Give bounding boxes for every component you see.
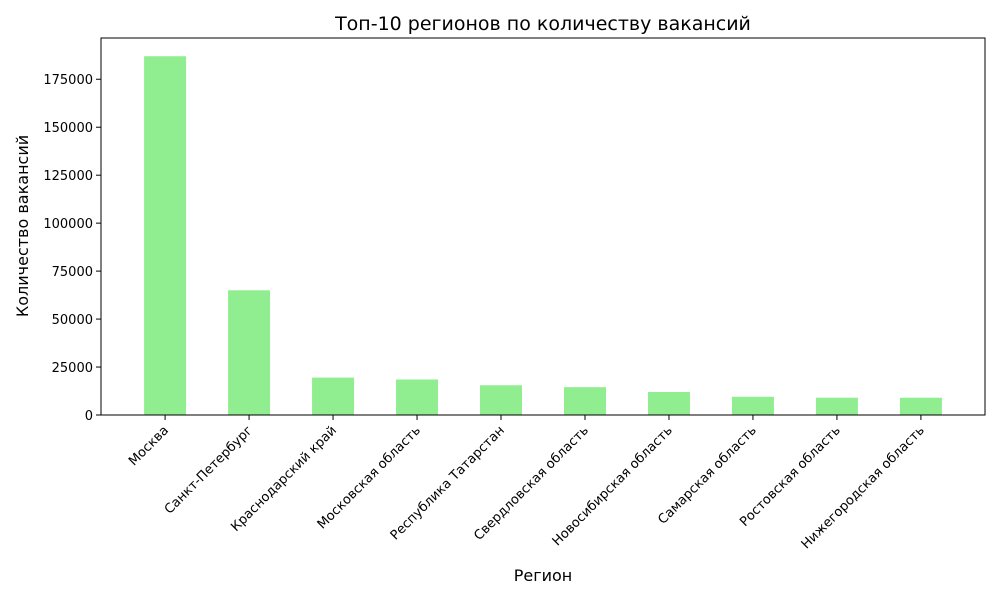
y-tick-label: 150000 xyxy=(43,121,93,136)
y-tick-label: 175000 xyxy=(43,73,93,88)
chart-title: Топ-10 регионов по количеству вакансий xyxy=(334,13,751,35)
y-tick-label: 25000 xyxy=(52,361,93,376)
y-tick-label: 100000 xyxy=(43,217,93,232)
y-axis-title: Количество вакансий xyxy=(13,135,32,317)
bar-2 xyxy=(228,290,271,415)
x-tick-label: Санкт-Петербург xyxy=(162,423,256,517)
bar-7 xyxy=(647,391,690,415)
bars-group xyxy=(144,56,942,415)
bar-6 xyxy=(563,387,606,415)
bar-8 xyxy=(731,396,774,415)
y-tick-label: 75000 xyxy=(52,265,93,280)
bar-4 xyxy=(396,379,439,415)
bar-3 xyxy=(312,377,355,415)
y-tick-label: 0 xyxy=(85,409,93,424)
y-axis: 0 25000 50000 75000 100000 125000 150000 175000 xyxy=(43,73,101,424)
y-tick-label: 50000 xyxy=(52,313,93,328)
x-axis-title: Регион xyxy=(514,566,573,585)
bar-9 xyxy=(815,397,858,415)
plot-frame xyxy=(100,37,986,416)
bar-5 xyxy=(480,385,523,415)
bar-1 xyxy=(144,56,187,415)
x-tick-label: Москва xyxy=(126,423,172,469)
bar-10 xyxy=(899,397,942,415)
y-tick-label: 125000 xyxy=(43,169,93,184)
